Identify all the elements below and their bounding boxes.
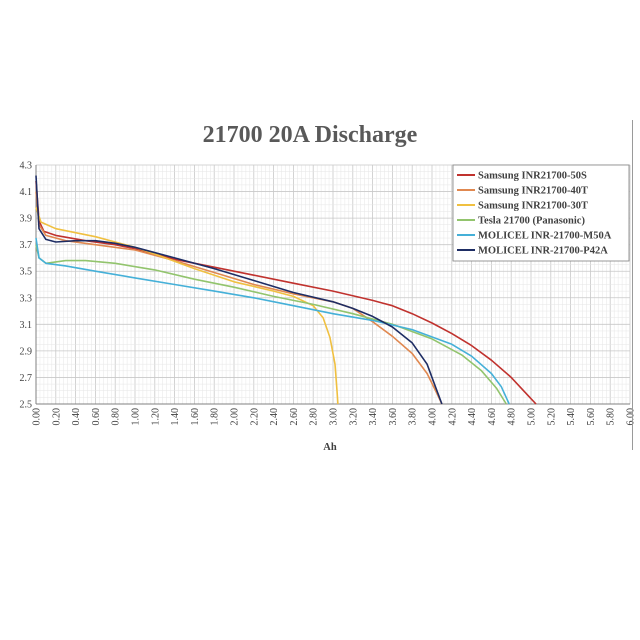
x-tick-label: 2.40 [269,408,280,426]
y-tick-label: 3.9 [20,214,33,225]
legend-label: Samsung INR21700-40T [478,186,588,197]
legend: Samsung INR21700-50S Samsung INR21700-40T… [452,164,630,262]
series-line-5 [35,237,510,405]
y-tick-label: 3.3 [20,293,33,304]
x-tick-label: 5.20 [546,408,557,426]
x-tick-label: 0.40 [71,408,82,426]
x-tick-label: 4.60 [487,408,498,426]
x-tick-label: 4.00 [428,408,439,426]
y-tick-label: 2.5 [20,400,33,411]
x-tick-label: 3.40 [368,408,379,426]
legend-label: Tesla 21700 (Panasonic) [478,216,585,227]
y-tick-label: 4.3 [20,161,33,172]
series-line-4 [35,244,507,405]
x-tick-label: 3.20 [348,408,359,426]
x-tick-label: 5.00 [527,408,538,426]
y-tick-label: 4.1 [20,187,33,198]
legend-label: Samsung INR21700-50S [478,171,587,182]
x-tick-label: 0.60 [91,408,102,426]
x-tick-label: 4.20 [447,408,458,426]
y-tick-label: 2.9 [20,346,33,357]
x-tick-label: 0.00 [32,408,43,426]
x-tick-label: 1.40 [170,408,181,426]
y-tick-label: 3.5 [20,267,33,278]
x-tick-label: 1.00 [131,408,142,426]
chart-title: 21700 20A Discharge [202,122,418,148]
y-tick-label: 2.7 [20,373,33,384]
y-tick-label: 3.1 [20,320,33,331]
x-tick-label: 1.80 [210,408,221,426]
x-tick-label: 3.80 [408,408,419,426]
frame-edge-line [632,120,633,450]
x-tick-label: 6.00 [626,408,637,426]
legend-label: MOLICEL INR-21700-P42A [478,246,608,257]
x-tick-label: 3.60 [388,408,399,426]
x-tick-label: 2.00 [230,408,241,426]
x-tick-label: 0.20 [51,408,62,426]
x-axis-label: Ah [323,442,337,453]
legend-label: Samsung INR21700-30T [478,201,588,212]
x-tick-label: 2.80 [309,408,320,426]
x-tick-label: 0.80 [111,408,122,426]
x-tick-label: 5.40 [566,408,577,426]
x-tick-label: 5.60 [586,408,597,426]
series-line-6 [35,175,443,405]
series-line-1 [35,180,537,405]
series-layer [35,175,537,405]
y-tick-label: 3.7 [20,240,33,251]
series-line-2 [35,191,443,405]
x-tick-label: 5.80 [606,408,617,426]
x-tick-label: 2.20 [249,408,260,426]
x-tick-label: 4.80 [507,408,518,426]
x-tick-label: 2.60 [289,408,300,426]
x-tick-label: 1.60 [190,408,201,426]
x-tick-label: 3.00 [329,408,340,426]
series-line-3 [35,207,339,405]
legend-label: MOLICEL INR-21700-M50A [478,231,612,242]
axes-layer: 2.5 2.7 2.9 3.1 3.3 3.5 3.7 3.9 4.1 4.3 0.00 0.20 0.… [20,161,637,426]
x-tick-label: 1.20 [150,408,161,426]
x-tick-label: 4.40 [467,408,478,426]
legend-box [452,164,630,262]
